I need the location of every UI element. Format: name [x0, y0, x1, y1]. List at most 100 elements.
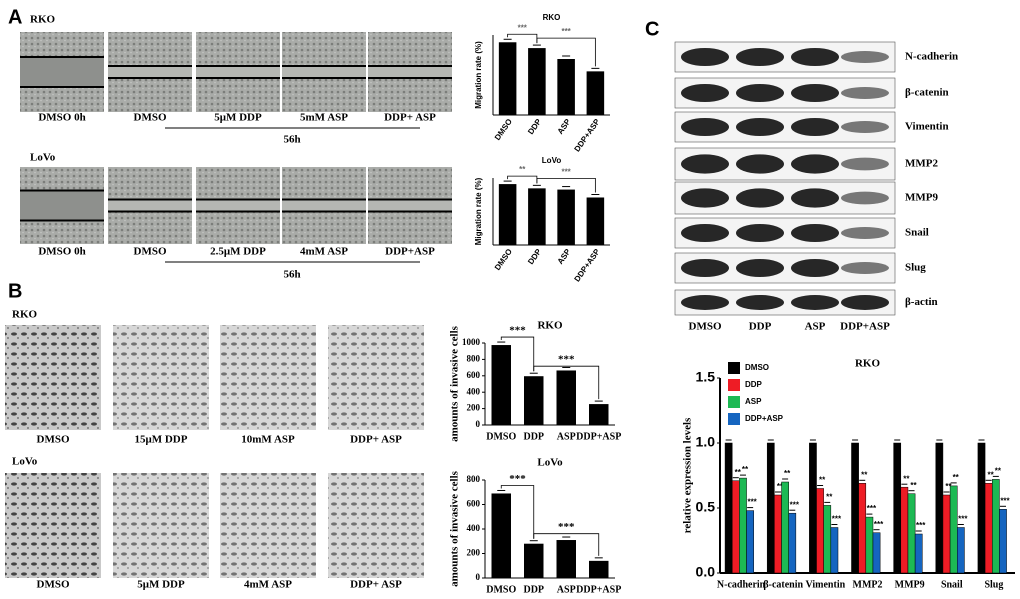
blot-band [681, 188, 729, 208]
bar [865, 516, 874, 574]
chart-title: LoVo [542, 156, 562, 165]
x-tick-label: MMP2 [853, 579, 883, 590]
blot-band [791, 188, 839, 208]
protein-label: N-cadherin [905, 51, 958, 63]
y-tick-label: 0 [476, 572, 481, 582]
significance-label: ** [988, 470, 995, 479]
blot-band [841, 121, 889, 133]
significance-label: *** [832, 515, 842, 524]
y-tick-label: 400 [467, 386, 481, 396]
cell-line-label: RKO [12, 309, 38, 321]
scratch-gap [196, 66, 280, 78]
significance-label: *** [867, 504, 877, 513]
bar [788, 512, 797, 574]
chart-title: LoVo [537, 457, 563, 469]
blot-band [791, 295, 839, 310]
bar [851, 442, 859, 574]
bar [816, 488, 824, 574]
micrograph [113, 325, 209, 430]
blot-band [736, 84, 784, 102]
x-tick-label: ASP [556, 117, 573, 136]
significance-bracket [536, 177, 596, 193]
blot-band [841, 87, 889, 99]
bar [949, 485, 958, 574]
significance-label: *** [561, 167, 571, 176]
lane-label: DMSO [689, 321, 722, 333]
blot-band [736, 259, 784, 277]
bar [524, 543, 544, 578]
significance-label: ** [735, 468, 742, 477]
x-tick-label: DMSO [486, 431, 516, 442]
significance-label: ** [519, 165, 526, 174]
y-tick-label: 200 [467, 548, 481, 558]
bar [823, 505, 832, 574]
bar [907, 493, 916, 574]
legend-swatch [728, 396, 740, 408]
image-caption: DMSO 0h [38, 112, 85, 124]
panel-label: A [8, 6, 22, 28]
x-tick-label: DDP+ASP [573, 247, 603, 284]
bar [957, 527, 965, 574]
blot-band [841, 51, 889, 63]
blot-band [791, 259, 839, 277]
x-tick-label: DDP [526, 247, 543, 267]
bar [809, 442, 817, 574]
blot-band [736, 118, 784, 136]
bar [589, 560, 609, 578]
micrograph [328, 325, 424, 430]
scratch-gap [108, 199, 192, 212]
blot-band [681, 259, 729, 277]
x-tick-label: ASP [556, 247, 573, 266]
significance-label: ** [910, 481, 917, 490]
image-caption: DDP+ASP [385, 246, 435, 258]
bar [739, 477, 747, 574]
image-caption: DMSO [134, 112, 167, 124]
x-tick-label: Slug [984, 579, 1003, 590]
significance-label: ** [819, 476, 826, 485]
image-caption: DMSO [37, 579, 70, 591]
y-tick-label: 800 [467, 353, 481, 363]
micrograph [113, 473, 209, 578]
chart-title: RKO [537, 320, 563, 332]
x-tick-label: DMSO [493, 117, 514, 142]
legend-label: ASP [745, 397, 762, 406]
bar [586, 197, 605, 245]
x-tick-label: DDP+ASP [576, 584, 621, 595]
image-caption: 4mM ASP [300, 246, 348, 258]
image-caption: DDP+ ASP [384, 112, 436, 124]
significance-label: ** [784, 469, 791, 478]
scratch-gap [108, 66, 192, 78]
image-caption: DDP+ ASP [350, 579, 402, 591]
significance-label: *** [916, 521, 926, 530]
significance-label: ** [742, 465, 749, 474]
blot-band [791, 84, 839, 102]
y-axis-label: amounts of invasive cells [449, 470, 461, 587]
significance-bracket [507, 175, 538, 184]
blot-band [681, 84, 729, 102]
bar [858, 483, 867, 574]
bar [984, 483, 993, 574]
micrograph [328, 473, 424, 578]
image-caption: 5μM DDP [214, 112, 262, 124]
scratch-gap [282, 199, 366, 212]
significance-label: *** [558, 354, 575, 366]
micrograph [220, 325, 316, 430]
bar [557, 59, 575, 115]
significance-label: ** [945, 482, 952, 491]
lane-label: DDP [749, 321, 772, 333]
bar [557, 189, 575, 245]
blot-band [681, 118, 729, 136]
legend-swatch [728, 413, 740, 425]
duration-label: 56h [283, 134, 300, 146]
y-tick-label: 1.0 [696, 434, 716, 450]
x-tick-label: ASP [557, 584, 576, 595]
blot-band [736, 154, 784, 174]
x-tick-label: Snail [941, 579, 963, 590]
blot-band [841, 295, 889, 310]
significance-label: *** [509, 473, 526, 485]
protein-label: β-actin [905, 296, 938, 308]
significance-bracket [536, 37, 596, 67]
x-tick-label: N-cadherin [717, 579, 766, 590]
y-axis-label: relative expression levels [682, 417, 694, 533]
